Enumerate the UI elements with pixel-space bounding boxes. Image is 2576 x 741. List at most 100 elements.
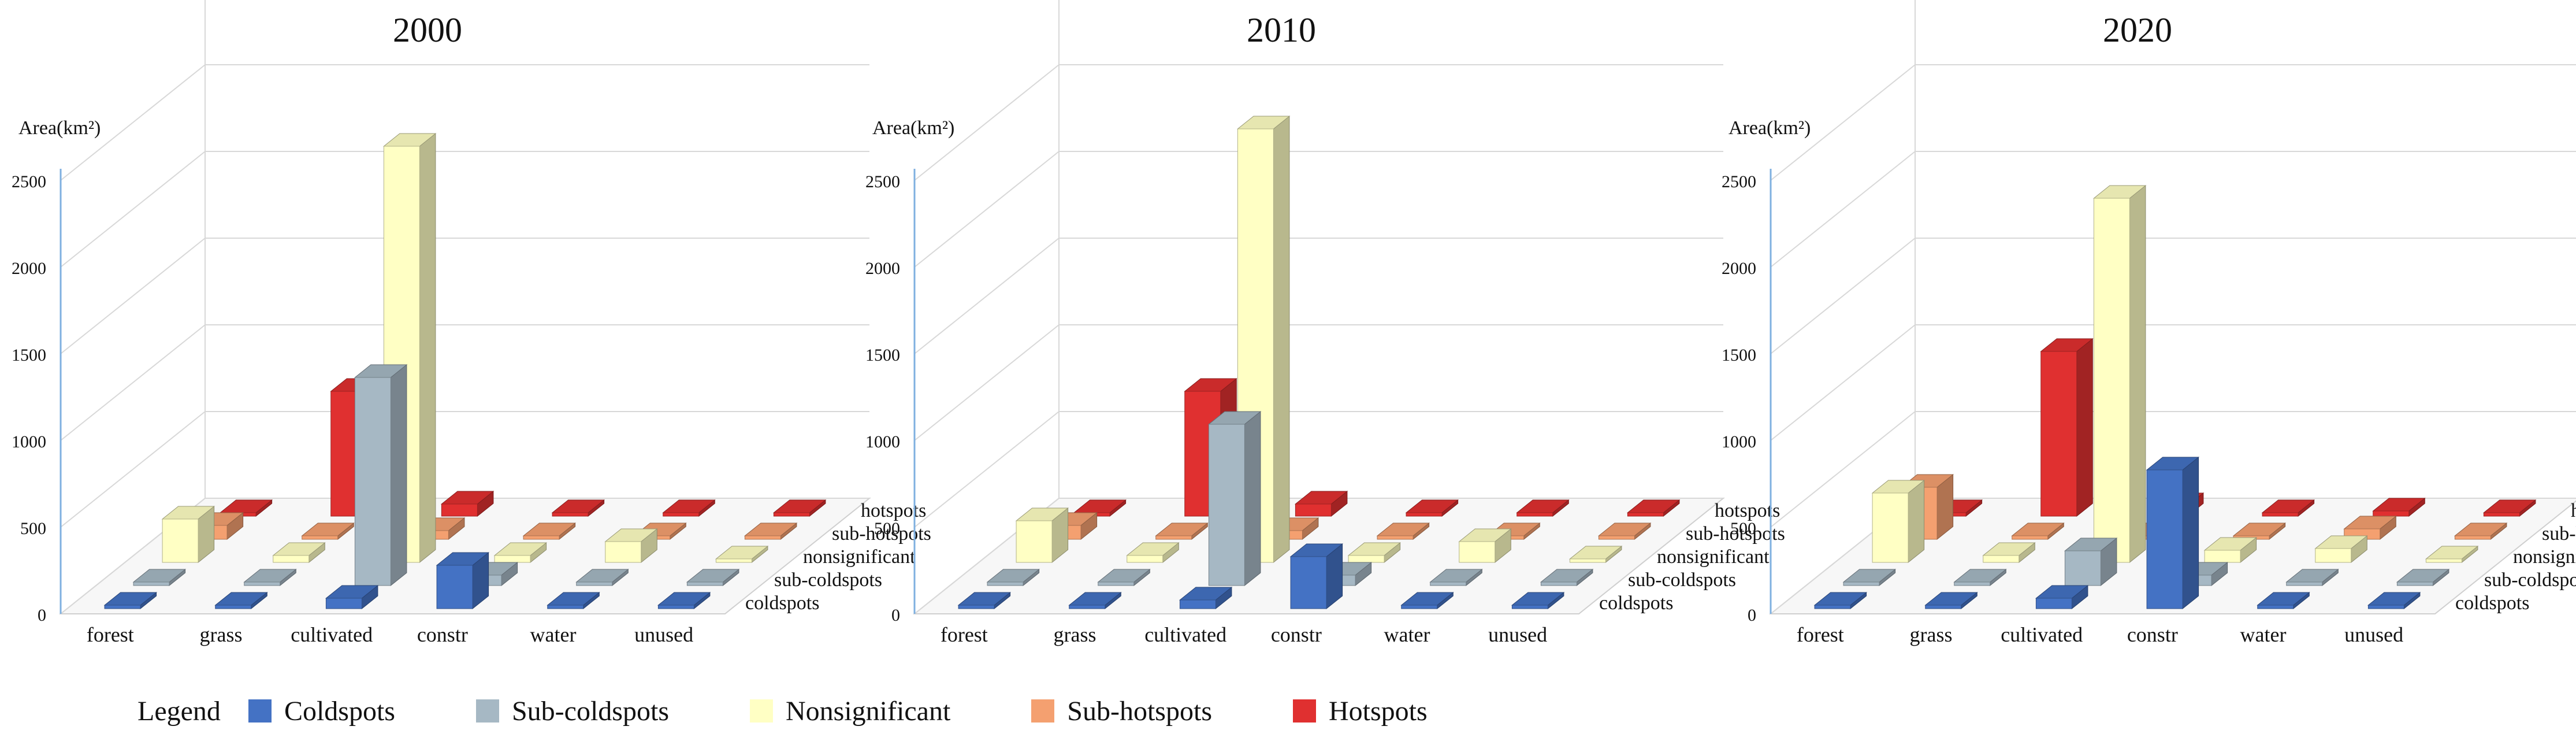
bar-hotspots-cultivated [1294, 490, 1348, 517]
legend-label: Legend [137, 695, 221, 727]
bar-nonsignificant-grass [1982, 542, 2036, 564]
y-tick-label: 1000 [12, 432, 46, 451]
bar-coldspots-forest [103, 591, 158, 610]
x-tick-label: grass [200, 623, 243, 646]
bar-front [1290, 556, 1327, 609]
bar-front [2257, 605, 2294, 609]
y-tick-label: 2500 [12, 172, 46, 191]
bar-nonsignificant-unused [1568, 545, 1623, 564]
bar-front [1016, 520, 1053, 563]
bar-coldspots-grass [1068, 591, 1122, 610]
bar-sub-hotspots-unused [744, 522, 798, 540]
bar-front [436, 565, 473, 609]
bar-front [1925, 605, 1962, 609]
gridline-side-500 [914, 411, 1060, 528]
chart-title-3: 2020 [2103, 11, 2172, 49]
bar-side [390, 364, 407, 587]
bar-side [419, 132, 436, 564]
bar-nonsignificant-unused [2425, 545, 2479, 564]
depth-tick-label: sub-hotspots [1686, 523, 1785, 544]
y-tick-label: 2000 [865, 259, 900, 278]
y-tick-label: 1500 [1722, 346, 1756, 365]
bar-front [302, 535, 339, 540]
legend-swatch-hotspots [1293, 699, 1316, 723]
bar-nonsignificant-constr [2203, 536, 2258, 564]
x-tick-label: water [1384, 623, 1430, 646]
x-tick-label: constr [2127, 623, 2178, 646]
x-tick-label: water [530, 623, 577, 646]
bar-front [2373, 510, 2410, 517]
chart-3: 0 500 1000 1500 2000 2500 Area(km²) forest grass… [1722, 0, 2576, 646]
bar-front [2064, 550, 2101, 586]
bar-front [494, 555, 531, 563]
bar-coldspots-unused [657, 591, 711, 610]
bar-front [1459, 541, 1496, 563]
bar-front [523, 535, 560, 540]
gridline-side-1000 [60, 324, 206, 441]
bar-front [1406, 512, 1443, 517]
bar-hotspots-unused [772, 499, 827, 517]
y-tick-label: 1500 [12, 346, 46, 365]
x-tick-label: cultivated [1144, 623, 1226, 646]
bar-sub-coldspots-water [575, 568, 629, 587]
bar-front [1983, 555, 2020, 563]
gridline-side-1000 [914, 324, 1060, 441]
bar-front [657, 605, 694, 609]
legend-item-coldspots: Coldspots [248, 695, 395, 727]
depth-tick-label: coldspots [1599, 592, 1673, 614]
bar-side [1908, 479, 1925, 564]
y-tick-label: 2000 [12, 259, 46, 278]
bar-front [325, 598, 362, 609]
bar-sub-hotspots-unused [1597, 522, 1652, 540]
bar-front [1569, 558, 1606, 563]
depth-tick-label: sub-coldspots [774, 569, 882, 591]
legend-swatch-coldspots [248, 699, 272, 723]
bar-front [663, 512, 700, 517]
bar-front [1954, 581, 1991, 586]
bar-front [547, 605, 584, 609]
bar-front [686, 581, 723, 586]
depth-tick-label: sub-coldspots [1628, 569, 1736, 591]
bar-front [987, 581, 1024, 586]
bar-sub-coldspots-grass [243, 568, 297, 587]
bar-front [354, 377, 391, 586]
bar-front [1069, 605, 1106, 609]
bar-sub-hotspots-grass [301, 522, 355, 540]
charts-svg: 0 500 1000 1500 2000 2500 Area(km²) forest grass… [12, 0, 2576, 646]
bar-front [1098, 581, 1135, 586]
bar-sub-coldspots-water [2285, 568, 2339, 587]
bar-nonsignificant-forest [161, 505, 215, 564]
bar-hotspots-unused [2482, 499, 2537, 517]
legend-swatch-sub-coldspots [475, 699, 499, 723]
bar-sub-coldspots-grass [1953, 568, 2007, 587]
bar-front [2286, 581, 2323, 586]
bar-sub-coldspots-unused [2396, 568, 2450, 587]
bar-front [215, 605, 252, 609]
legend-item-hotspots: Hotspots [1293, 695, 1428, 727]
bar-coldspots-grass [1924, 591, 1978, 610]
chart-2: 0 500 1000 1500 2000 2500 Area(km²) forest grass… [865, 0, 1785, 646]
bar-front [1430, 581, 1467, 586]
bar-front [2093, 198, 2130, 563]
x-tick-label: unused [634, 623, 693, 646]
gridline-side-1500 [60, 238, 206, 354]
bar-side [2129, 184, 2146, 564]
bar-sub-coldspots-cultivated [2064, 537, 2118, 587]
bar-hotspots-constr [2261, 499, 2315, 517]
bar-front [1179, 599, 1216, 609]
y-tick-label: 0 [891, 606, 900, 625]
x-tick-label: grass [1910, 623, 1953, 646]
bar-front [1516, 512, 1553, 517]
legend-item-nonsignificant: Nonsignificant [750, 695, 950, 727]
y-tick-label: 2500 [1722, 172, 1756, 191]
legend-text-coldspots: Coldspots [284, 695, 395, 727]
bar-coldspots-constr [1289, 543, 1344, 610]
gridline-side-2500 [60, 64, 206, 181]
bar-front [133, 581, 170, 586]
bar-coldspots-constr [2146, 456, 2200, 610]
gridline-side-2500 [1770, 64, 1916, 181]
bar-hotspots-water [1516, 499, 1570, 517]
legend-text-sub-hotspots: Sub-hotspots [1067, 695, 1212, 727]
x-tick-label: water [2240, 623, 2287, 646]
bar-nonsignificant-cultivated [1236, 115, 1291, 564]
